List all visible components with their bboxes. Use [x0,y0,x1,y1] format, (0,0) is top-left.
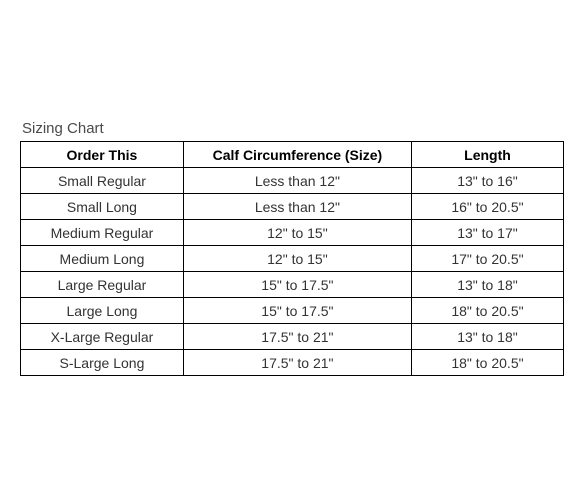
cell-order: Medium Long [21,246,184,272]
column-header-calf: Calf Circumference (Size) [183,142,411,168]
column-header-order: Order This [21,142,184,168]
cell-length: 13" to 17" [411,220,563,246]
table-header-row: Order This Calf Circumference (Size) Len… [21,142,564,168]
cell-calf: Less than 12" [183,194,411,220]
cell-order: Small Long [21,194,184,220]
cell-calf: 17.5" to 21" [183,350,411,376]
cell-calf: 15" to 17.5" [183,298,411,324]
cell-length: 17" to 20.5" [411,246,563,272]
cell-order: Small Regular [21,168,184,194]
cell-calf: 17.5" to 21" [183,324,411,350]
cell-length: 18" to 20.5" [411,298,563,324]
cell-order: X-Large Regular [21,324,184,350]
cell-calf: Less than 12" [183,168,411,194]
table-row: X-Large Regular 17.5" to 21" 13" to 18" [21,324,564,350]
table-row: Small Regular Less than 12" 13" to 16" [21,168,564,194]
cell-calf: 15" to 17.5" [183,272,411,298]
table-row: Small Long Less than 12" 16" to 20.5" [21,194,564,220]
sizing-chart-container: Sizing Chart Order This Calf Circumferen… [0,0,584,376]
cell-length: 13" to 18" [411,272,563,298]
table-row: Medium Long 12" to 15" 17" to 20.5" [21,246,564,272]
cell-calf: 12" to 15" [183,246,411,272]
column-header-length: Length [411,142,563,168]
chart-title: Sizing Chart [22,120,564,137]
cell-order: S-Large Long [21,350,184,376]
cell-order: Medium Regular [21,220,184,246]
cell-order: Large Long [21,298,184,324]
sizing-table: Order This Calf Circumference (Size) Len… [20,141,564,376]
cell-calf: 12" to 15" [183,220,411,246]
cell-length: 16" to 20.5" [411,194,563,220]
table-row: S-Large Long 17.5" to 21" 18" to 20.5" [21,350,564,376]
cell-order: Large Regular [21,272,184,298]
table-row: Large Long 15" to 17.5" 18" to 20.5" [21,298,564,324]
table-row: Medium Regular 12" to 15" 13" to 17" [21,220,564,246]
cell-length: 13" to 18" [411,324,563,350]
table-row: Large Regular 15" to 17.5" 13" to 18" [21,272,564,298]
cell-length: 18" to 20.5" [411,350,563,376]
cell-length: 13" to 16" [411,168,563,194]
